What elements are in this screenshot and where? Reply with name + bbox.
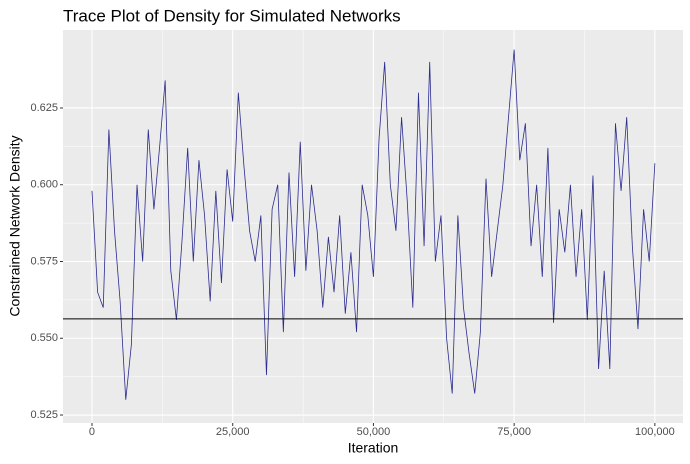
x-tick-label: 100,000 bbox=[635, 426, 675, 438]
chart-title: Trace Plot of Density for Simulated Netw… bbox=[63, 6, 401, 25]
x-tick-label: 50,000 bbox=[357, 426, 391, 438]
y-tick-label: 0.625 bbox=[30, 102, 58, 114]
y-tick-label: 0.550 bbox=[30, 332, 58, 344]
x-tick-label: 75,000 bbox=[497, 426, 531, 438]
y-tick-label: 0.525 bbox=[30, 409, 58, 421]
y-tick-label: 0.575 bbox=[30, 255, 58, 267]
y-axis-title: Constrained Network Density bbox=[7, 135, 23, 316]
y-tick-label: 0.600 bbox=[30, 179, 58, 191]
trace-line bbox=[91, 49, 656, 400]
x-axis-title: Iteration bbox=[348, 440, 399, 456]
x-tick-label: 0 bbox=[89, 426, 95, 438]
x-tick-label: 25,000 bbox=[216, 426, 250, 438]
